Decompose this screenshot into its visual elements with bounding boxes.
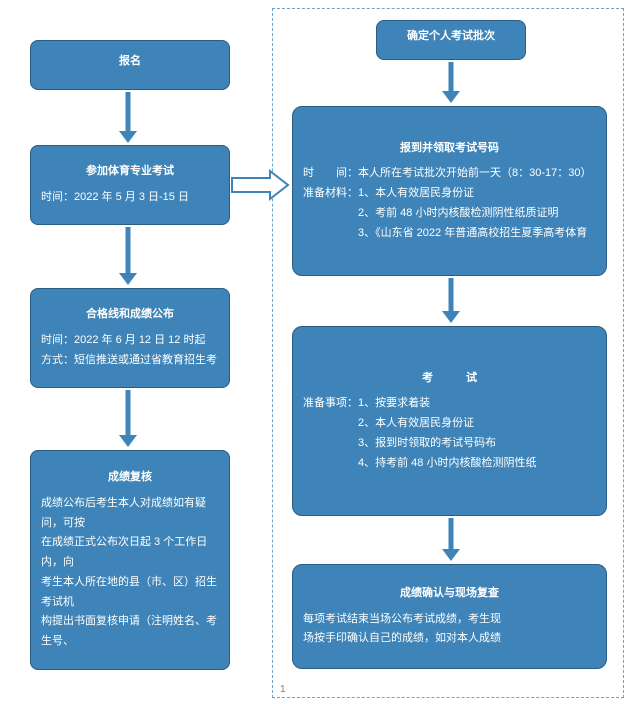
page-number: 1: [280, 684, 286, 695]
flowchart-canvas: 报名 参加体育专业考试 时间：2022 年 5 月 3 日-15 日 合格线和成…: [0, 0, 632, 704]
arrows-layer: [0, 0, 632, 704]
